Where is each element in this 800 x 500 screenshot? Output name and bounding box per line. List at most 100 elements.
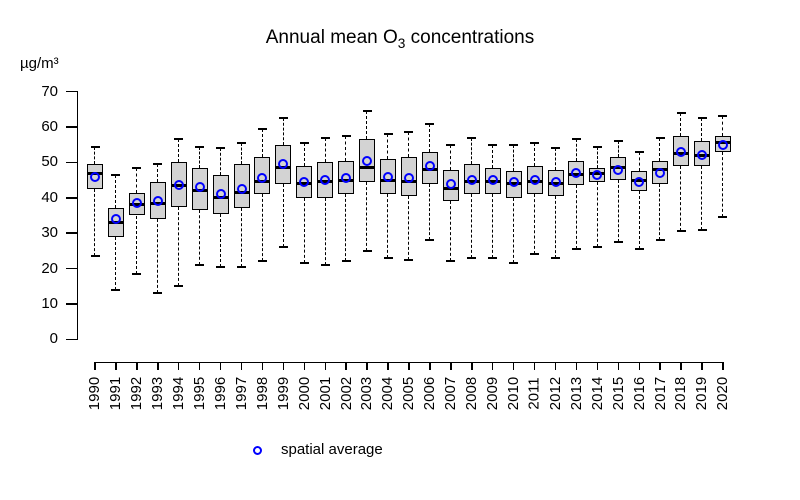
upper-whisker: [638, 151, 640, 172]
upper-whisker-cap: [425, 122, 435, 125]
lower-whisker: [282, 183, 284, 248]
upper-whisker-cap: [634, 150, 644, 153]
upper-whisker-cap: [676, 111, 686, 114]
lower-whisker-cap: [613, 241, 623, 244]
x-axis-tick: [450, 362, 452, 370]
lower-whisker: [450, 201, 452, 262]
upper-whisker-cap: [320, 136, 330, 139]
mean-marker: [194, 182, 205, 193]
lower-whisker-cap: [509, 262, 519, 265]
y-tick-label: 70: [41, 82, 58, 100]
lower-whisker: [408, 196, 410, 260]
upper-whisker: [701, 118, 703, 142]
y-axis-tick: [66, 267, 78, 270]
x-tick-label: 2020: [703, 373, 743, 413]
lower-whisker-cap: [237, 265, 247, 268]
legend-label: spatial average: [281, 441, 383, 458]
upper-whisker: [282, 118, 284, 145]
x-axis-tick: [219, 362, 222, 370]
mean-marker: [717, 139, 728, 150]
upper-whisker-cap: [132, 166, 142, 169]
mean-marker: [571, 168, 582, 179]
upper-whisker-cap: [488, 143, 498, 146]
x-axis-tick: [157, 362, 159, 370]
x-axis-tick: [701, 362, 703, 370]
upper-whisker-cap: [257, 127, 267, 130]
lower-whisker: [366, 181, 368, 251]
lower-whisker: [575, 185, 577, 250]
upper-whisker: [533, 142, 535, 166]
upper-whisker: [240, 142, 242, 165]
mean-marker: [215, 189, 226, 200]
y-axis-unit-label: µg/m³: [20, 55, 59, 72]
upper-whisker: [387, 134, 389, 159]
mean-marker: [655, 168, 666, 179]
upper-whisker-cap: [362, 110, 372, 113]
lower-whisker-cap: [634, 248, 644, 251]
mean-marker: [341, 173, 352, 184]
lower-whisker: [94, 188, 96, 257]
mean-marker: [592, 169, 603, 180]
lower-whisker-cap: [216, 265, 226, 268]
lower-whisker-cap: [383, 256, 393, 259]
lower-whisker-cap: [467, 256, 477, 259]
x-axis-tick: [680, 362, 682, 370]
median-line: [442, 187, 459, 191]
chart-title-subscript: 3: [397, 35, 406, 51]
mean-marker: [90, 171, 100, 182]
lower-whisker-cap: [718, 216, 728, 219]
lower-whisker: [303, 197, 305, 264]
chart-title-pre: Annual mean O: [265, 27, 398, 48]
x-axis-tick: [115, 362, 117, 370]
lower-whisker-cap: [153, 292, 163, 295]
mean-marker: [362, 155, 373, 166]
x-axis-tick: [282, 362, 285, 370]
x-axis-tick: [638, 362, 640, 370]
upper-whisker: [722, 116, 724, 136]
x-axis-tick: [177, 362, 180, 370]
upper-whisker-cap: [341, 134, 351, 137]
lower-whisker-cap: [571, 248, 581, 251]
upper-whisker-cap: [111, 173, 121, 176]
lower-whisker-cap: [341, 260, 351, 263]
mean-marker: [529, 175, 540, 186]
lower-whisker-cap: [404, 258, 414, 261]
upper-whisker-cap: [718, 115, 728, 118]
lower-whisker-cap: [195, 264, 205, 267]
mean-marker: [257, 173, 268, 184]
lower-whisker: [638, 190, 640, 250]
upper-whisker: [198, 146, 200, 168]
x-axis-tick: [198, 362, 201, 370]
mean-marker: [508, 176, 519, 187]
mean-marker: [299, 176, 310, 187]
x-axis-tick: [240, 362, 243, 370]
legend: spatial average: [253, 441, 383, 459]
legend-mean-marker-icon: [253, 445, 262, 455]
upper-whisker: [680, 112, 682, 136]
y-tick-label: 40: [41, 188, 58, 206]
upper-whisker-cap: [509, 143, 519, 146]
lower-whisker-cap: [90, 255, 100, 258]
mean-marker: [173, 180, 184, 191]
y-tick-label: 50: [41, 153, 58, 171]
mean-marker: [403, 173, 414, 184]
mean-marker: [383, 171, 394, 182]
x-axis-tick: [491, 362, 494, 370]
mean-marker: [634, 176, 645, 187]
upper-whisker: [596, 146, 598, 168]
upper-whisker-cap: [613, 140, 623, 143]
upper-whisker: [491, 144, 493, 168]
lower-whisker-cap: [655, 239, 665, 242]
lower-whisker: [345, 194, 347, 262]
upper-whisker: [94, 146, 96, 165]
upper-whisker-cap: [551, 147, 561, 150]
upper-whisker: [366, 111, 368, 140]
lower-whisker: [491, 194, 493, 258]
y-tick-label: 20: [41, 259, 58, 277]
lower-whisker: [554, 196, 556, 258]
x-axis-tick: [345, 362, 347, 370]
upper-whisker-cap: [592, 145, 602, 148]
x-axis-tick: [366, 362, 368, 370]
lower-whisker: [198, 210, 200, 265]
y-axis-line: [76, 91, 78, 340]
